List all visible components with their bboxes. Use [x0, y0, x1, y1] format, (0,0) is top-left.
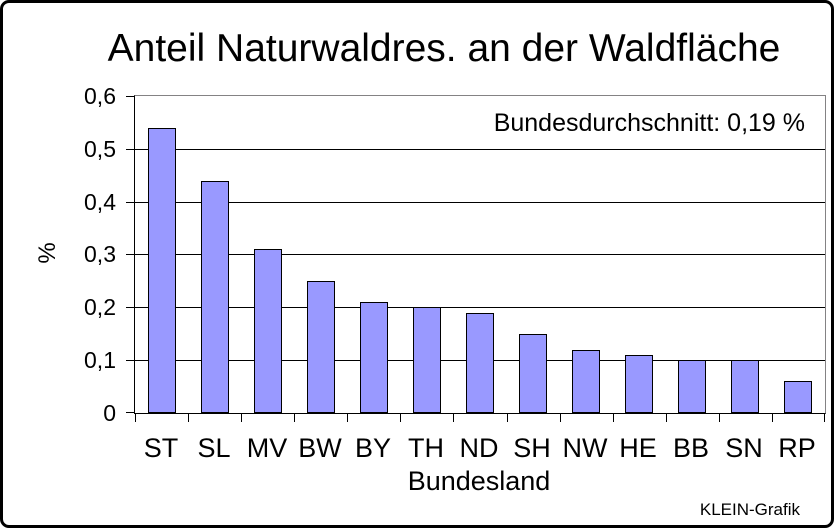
bar-SH — [519, 334, 547, 413]
x-axis-tick — [666, 414, 667, 422]
x-axis-tick — [507, 414, 508, 422]
y-axis-tick-label: 0,4 — [84, 189, 116, 215]
y-axis-tick-label: 0,3 — [84, 241, 116, 267]
bar-TH — [413, 307, 441, 413]
x-axis-tick-label: MV — [246, 433, 288, 463]
x-axis-tick — [294, 414, 295, 422]
bar-ND — [466, 313, 494, 413]
horizontal-gridline — [135, 149, 825, 150]
x-axis-tick-label: TH — [408, 433, 444, 463]
horizontal-gridline — [135, 307, 825, 308]
x-axis-tick — [135, 414, 136, 422]
y-axis-tick — [126, 360, 134, 361]
x-axis-tick-label: BB — [672, 433, 710, 463]
chart-title: Anteil Naturwaldres. an der Waldfläche — [107, 27, 781, 70]
x-axis-tick — [453, 414, 454, 422]
x-axis-tick — [400, 414, 401, 422]
average-annotation: Bundesdurchschnitt: 0,19 % — [493, 109, 805, 137]
x-axis-tick — [824, 414, 825, 422]
y-axis-tick — [126, 412, 134, 413]
y-axis-tick — [126, 149, 134, 150]
bar-SL — [201, 181, 229, 413]
bar-BY — [360, 302, 388, 413]
x-axis-tick-label: SL — [197, 433, 231, 463]
x-axis-tick — [188, 414, 189, 422]
horizontal-gridline — [135, 202, 825, 203]
y-axis-tick — [126, 202, 134, 203]
bar-RP — [784, 381, 812, 413]
x-axis-tick-label: BW — [298, 433, 342, 463]
bar-SN — [731, 360, 759, 413]
y-axis-tick-label: 0,2 — [84, 294, 116, 320]
x-axis-tick-label: HE — [619, 433, 657, 463]
bar-MV — [254, 249, 282, 413]
y-axis-tick — [126, 307, 134, 308]
bar-HE — [625, 355, 653, 413]
x-axis-tick — [347, 414, 348, 422]
horizontal-gridline — [135, 254, 825, 255]
bar-BW — [307, 281, 335, 413]
x-axis-tick — [719, 414, 720, 422]
bar-ST — [148, 128, 176, 413]
bar-BB — [678, 360, 706, 413]
x-axis-tick-label: SN — [725, 433, 763, 463]
y-axis-tick — [126, 254, 134, 255]
plot-area: Bundesdurchschnitt: 0,19 % — [126, 95, 826, 422]
x-axis-tick-label: SH — [513, 433, 551, 463]
y-axis-tick — [126, 96, 134, 97]
y-axis-tick-label: 0 — [103, 400, 116, 426]
y-axis-tick-label: 0,6 — [84, 83, 116, 109]
bar-NW — [572, 350, 600, 413]
x-axis-tick-label: BY — [354, 433, 392, 463]
x-axis-tick — [613, 414, 614, 422]
x-axis-label: Bundesland — [407, 466, 551, 496]
x-axis-tick — [241, 414, 242, 422]
y-axis-tick-label: 0,1 — [84, 347, 116, 373]
x-axis-tick — [560, 414, 561, 422]
credit-label: KLEIN-Grafik — [699, 500, 800, 519]
x-axis-tick-label: RP — [778, 433, 816, 463]
x-axis-tick-label: ST — [143, 433, 179, 463]
y-axis-tick-label: 0,5 — [84, 136, 116, 162]
x-axis-tick-label: ND — [459, 433, 499, 463]
x-axis-tick — [772, 414, 773, 422]
x-axis-tick-label: NW — [562, 433, 608, 463]
